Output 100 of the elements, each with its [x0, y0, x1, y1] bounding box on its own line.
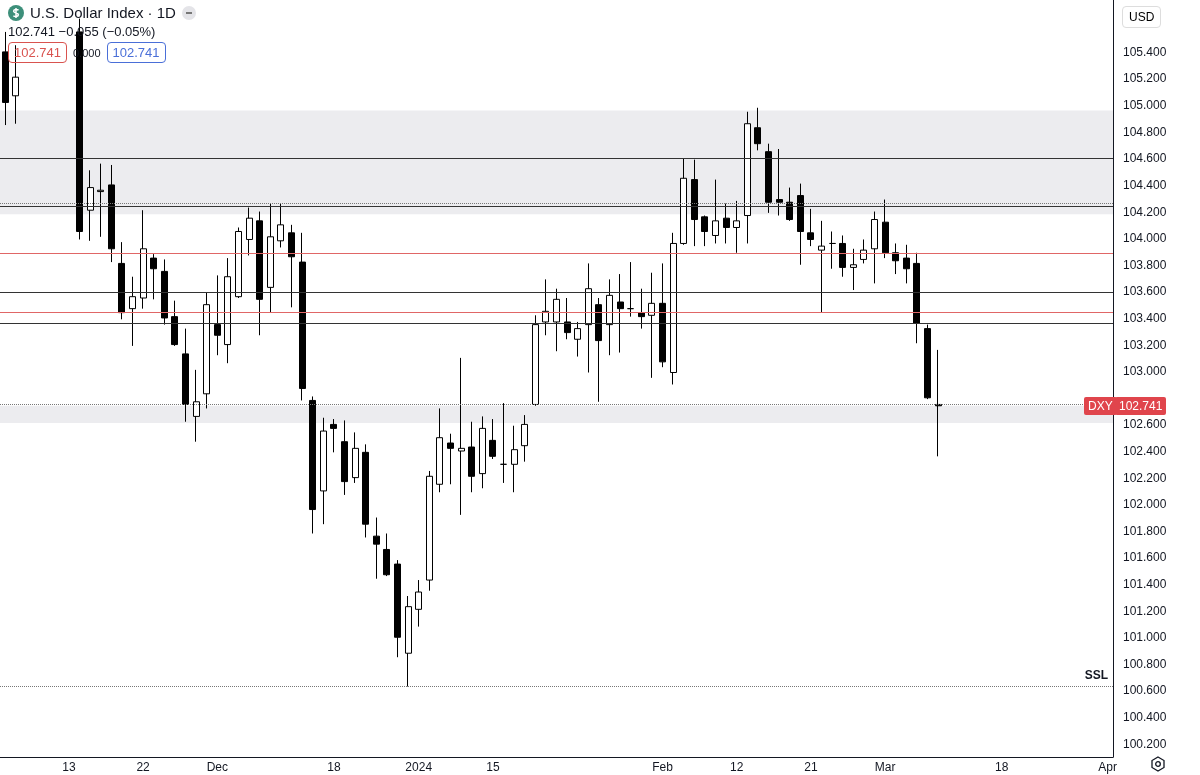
y-tick-label: 102.000 — [1123, 497, 1167, 512]
candlestick — [468, 421, 475, 493]
candlestick — [352, 431, 359, 484]
annotation: DXY — [1084, 396, 1117, 415]
x-tick-label: 18 — [995, 760, 1009, 774]
candlestick — [585, 262, 592, 374]
candlestick — [850, 248, 857, 291]
x-tick-label: Dec — [206, 760, 228, 774]
candlestick — [246, 207, 253, 256]
y-tick-label: 100.400 — [1123, 710, 1167, 725]
candlestick — [648, 272, 655, 379]
candlestick — [511, 425, 518, 493]
candlestick — [871, 211, 878, 284]
y-tick-label: 103.800 — [1123, 257, 1167, 272]
y-tick-label: 103.000 — [1123, 364, 1167, 379]
candlestick — [394, 559, 401, 658]
y-tick-label: 105.200 — [1123, 71, 1167, 86]
candlestick — [500, 402, 507, 484]
x-tick-label: 22 — [136, 760, 151, 774]
x-tick-label: 18 — [327, 760, 341, 774]
candlestick — [193, 369, 200, 443]
y-tick-label: 100.800 — [1123, 656, 1167, 671]
candlestick — [2, 31, 9, 126]
candlestick — [924, 324, 931, 400]
candlestick — [680, 157, 687, 246]
y-tick-label: 102.400 — [1123, 444, 1167, 459]
candlestick — [118, 241, 125, 320]
candlestick — [267, 203, 274, 314]
candlestick — [405, 595, 412, 687]
y-tick-label: 105.000 — [1123, 98, 1167, 113]
candlestick — [542, 278, 549, 336]
candlestick — [224, 257, 231, 364]
candlestick — [670, 232, 677, 385]
candlestick — [553, 288, 560, 352]
candlestick — [617, 273, 624, 354]
x-tick-label: 2024 — [405, 760, 433, 774]
candlestick — [882, 199, 889, 259]
candlestick — [903, 244, 910, 284]
y-tick-label: 100.200 — [1123, 736, 1167, 751]
candlestick — [860, 238, 867, 264]
text: USD — [1122, 6, 1162, 28]
candlestick — [214, 274, 221, 356]
ref-line-label: SSL — [1084, 668, 1108, 683]
candlestick — [691, 159, 698, 247]
annotation: 102.741 — [106, 42, 166, 63]
candlestick — [299, 232, 306, 401]
y-tick-label: 103.400 — [1123, 310, 1167, 325]
y-tick-label: 104.200 — [1123, 204, 1167, 219]
candlestick — [829, 230, 836, 270]
candlestick — [97, 163, 104, 238]
candlestick — [489, 418, 496, 460]
y-tick-label: 101.600 — [1123, 550, 1167, 565]
candlestick — [638, 288, 645, 330]
y-tick-label: 101.000 — [1123, 630, 1167, 645]
y-tick-label: 103.200 — [1123, 337, 1167, 352]
x-tick-label: 21 — [804, 760, 818, 774]
x-tick-label: 13 — [62, 760, 76, 774]
candlestick — [627, 261, 634, 318]
y-tick-label: 105.400 — [1123, 44, 1167, 59]
candlestick — [797, 183, 804, 266]
candlestick — [606, 278, 613, 356]
y-tick-label: 101.800 — [1123, 523, 1167, 538]
candlestick — [913, 252, 920, 344]
y-tick-label: 103.600 — [1123, 284, 1167, 299]
candlestick — [309, 395, 316, 534]
y-tick-label: 101.200 — [1123, 603, 1167, 618]
y-tick-label: 104.600 — [1123, 151, 1167, 166]
candlestick — [776, 148, 783, 217]
x-tick-label: 15 — [486, 760, 500, 774]
candlestick — [140, 209, 147, 310]
candlestick — [574, 321, 581, 358]
candlestick — [754, 107, 761, 151]
candlestick — [712, 179, 719, 244]
x-tick-label: Apr — [1098, 760, 1118, 774]
candlestick — [256, 211, 263, 336]
y-tick-label: 101.400 — [1123, 577, 1167, 592]
y-tick-label: 104.000 — [1123, 231, 1167, 246]
candlestick — [659, 262, 666, 368]
candlestick — [935, 349, 942, 457]
y-tick-label: 102.600 — [1123, 417, 1167, 432]
candlestick — [362, 443, 369, 538]
candlestick — [892, 242, 899, 275]
candlestick — [447, 433, 454, 485]
candlestick — [426, 470, 433, 592]
candlestick — [479, 415, 486, 489]
candlestick — [277, 203, 284, 248]
candlestick — [765, 143, 772, 214]
candlestick — [341, 419, 348, 496]
x-tick-label: 12 — [730, 760, 744, 774]
candlestick — [203, 292, 210, 409]
x-tick-label: Feb — [652, 760, 674, 774]
candlestick — [839, 234, 846, 278]
candlestick — [373, 517, 380, 580]
candlestick — [129, 276, 136, 347]
candlestick — [383, 532, 390, 577]
candlestick — [161, 258, 168, 326]
candlestick — [818, 220, 825, 314]
candlestick — [171, 300, 178, 347]
candlestick — [564, 297, 571, 340]
candlestick — [108, 164, 115, 263]
